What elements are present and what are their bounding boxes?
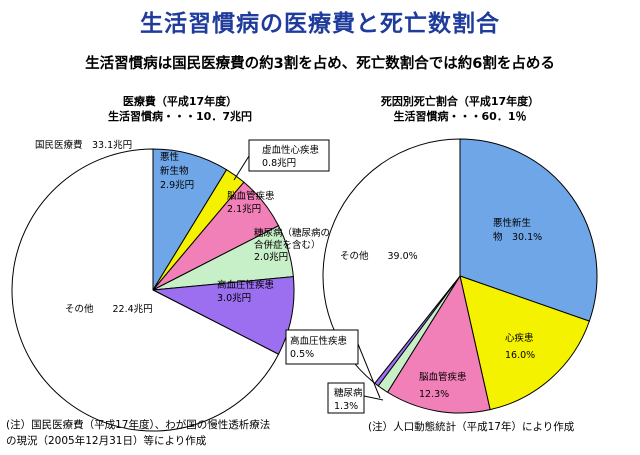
page-subtitle: 生活習慣病は国民医療費の約3割を占め、死亡数割合では約6割を占める (85, 56, 555, 72)
page-title: 生活習慣病の医療費と死亡数割合 (140, 11, 500, 37)
left-label-hypertension: 高血圧性疾患 3.0兆円 (217, 279, 274, 304)
right-label-cancer: 悪性新生物 30.1% (493, 217, 542, 243)
left-note-line1: (注）国民医療費（平成17年度）、わが国の慢性透析療法 (6, 419, 271, 431)
left-slice-other (11, 148, 280, 432)
left-callout-heart (248, 139, 330, 172)
left-label-heart: 虚血性心疾患 0.8兆円 (262, 144, 319, 169)
left-label-cerebro: 脳血管疾患 2.1兆円 (227, 190, 275, 215)
right-label-hypertension: 高血圧性疾患 0.5% (290, 335, 347, 360)
right-label-diabetes: 糖尿病 1.3% (334, 387, 363, 412)
left-note-line2: の現況（2005年12月31日）等により作成 (6, 435, 207, 447)
left-label-cancer: 悪性新生物 2.9兆円 (160, 151, 194, 191)
right-callout-diabetes (327, 382, 365, 414)
right-note: (注）人口動態統計（平成17年）により作成 (368, 421, 575, 433)
right-slice-cancer (459, 138, 598, 322)
left-leader-heart (233, 155, 250, 181)
left-label-other: その他 22.4兆円 (65, 303, 153, 315)
right-leader-diabetes (363, 395, 384, 401)
right-callout-hypertension (285, 329, 359, 365)
right-label-cerebro: 脳血管疾患 12.3% (419, 371, 467, 400)
right-slice-cerebro (386, 274, 491, 414)
left-slice-hypertension (151, 276, 295, 355)
left-chart-summary: 生活習慣病・・・10．7兆円 (108, 110, 252, 123)
left-total-label: 国民医療費 33.1兆円 (35, 139, 132, 151)
right-label-heart: 心疾患 16.0% (505, 332, 535, 361)
right-chart-summary: 生活習慣病・・・60．1％ (393, 110, 527, 123)
left-chart-title: 医療費（平成17年度） (122, 95, 238, 108)
left-label-diabetes: 糖尿病（糖尿病の合併症を含む） 2.0兆円 (254, 227, 330, 263)
right-label-other: その他 39.0% (340, 250, 418, 262)
right-chart-title: 死因別死亡割合（平成17年度） (380, 95, 540, 108)
right-slice-heart (459, 275, 590, 411)
right-leader-hypertension (357, 343, 381, 399)
